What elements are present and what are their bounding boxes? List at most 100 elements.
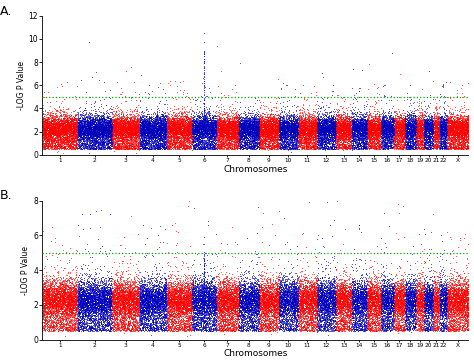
Point: [142, 142, 149, 147]
Point: [226, 116, 233, 122]
Point: [91, 133, 99, 139]
Point: [401, 306, 408, 312]
Point: [206, 125, 213, 131]
Point: [319, 112, 326, 118]
Point: [67, 280, 75, 286]
Point: [56, 301, 64, 306]
Point: [220, 127, 228, 133]
Point: [278, 322, 285, 328]
Point: [292, 327, 300, 333]
Point: [275, 302, 283, 308]
Point: [185, 135, 192, 141]
Point: [149, 299, 157, 305]
Point: [268, 284, 275, 290]
Point: [321, 296, 328, 301]
Point: [402, 281, 410, 287]
Point: [162, 121, 169, 127]
Point: [156, 291, 164, 297]
Point: [185, 285, 193, 291]
Point: [245, 317, 253, 323]
Point: [194, 123, 201, 129]
Point: [222, 328, 229, 333]
Point: [378, 127, 385, 132]
Point: [51, 130, 59, 135]
Point: [210, 122, 218, 127]
Point: [266, 309, 274, 314]
Point: [405, 130, 412, 136]
Point: [419, 132, 427, 138]
Point: [125, 290, 132, 296]
Point: [229, 118, 237, 124]
Point: [97, 293, 104, 298]
Point: [60, 132, 67, 138]
Point: [288, 120, 296, 126]
Point: [410, 294, 418, 300]
Point: [171, 141, 179, 146]
Point: [130, 126, 137, 131]
Point: [249, 121, 257, 127]
Point: [273, 286, 280, 292]
Point: [375, 123, 383, 129]
Point: [83, 129, 91, 135]
Point: [152, 297, 159, 302]
Point: [232, 297, 240, 303]
Point: [220, 301, 228, 306]
Point: [185, 127, 192, 133]
Point: [293, 130, 301, 136]
Point: [424, 297, 431, 303]
Point: [213, 124, 220, 130]
Point: [279, 321, 286, 327]
Point: [173, 117, 180, 123]
Point: [416, 140, 424, 146]
Point: [127, 146, 135, 152]
Point: [105, 123, 113, 128]
Point: [128, 115, 135, 121]
Point: [387, 130, 395, 135]
Point: [300, 139, 308, 145]
Point: [155, 307, 162, 313]
Point: [46, 301, 53, 307]
Point: [196, 123, 204, 129]
Point: [182, 134, 190, 139]
Point: [174, 297, 182, 302]
Point: [206, 289, 213, 295]
Point: [295, 129, 302, 135]
Point: [360, 316, 368, 321]
Point: [363, 128, 371, 134]
Point: [150, 321, 157, 327]
Point: [369, 328, 377, 333]
Point: [150, 327, 158, 333]
Point: [252, 318, 260, 324]
Point: [377, 120, 384, 126]
Point: [242, 328, 250, 333]
Point: [456, 118, 463, 124]
Point: [272, 124, 280, 130]
Point: [52, 240, 59, 245]
Point: [361, 295, 369, 301]
Point: [107, 129, 114, 135]
Point: [447, 128, 455, 134]
Point: [52, 309, 60, 315]
Point: [155, 320, 163, 326]
Point: [315, 124, 322, 130]
Point: [361, 308, 368, 314]
Point: [134, 127, 141, 133]
Point: [164, 304, 171, 310]
Point: [129, 118, 137, 123]
Point: [79, 115, 87, 121]
Point: [273, 116, 280, 122]
Point: [104, 298, 112, 304]
Point: [325, 308, 333, 314]
Point: [245, 121, 253, 127]
Point: [87, 104, 95, 110]
Point: [102, 139, 109, 145]
Point: [321, 266, 328, 272]
Point: [448, 288, 456, 293]
Point: [304, 292, 312, 298]
Point: [207, 123, 214, 128]
Point: [248, 323, 255, 328]
Point: [365, 129, 373, 135]
Point: [151, 131, 158, 136]
Point: [126, 127, 133, 133]
Point: [94, 328, 102, 333]
